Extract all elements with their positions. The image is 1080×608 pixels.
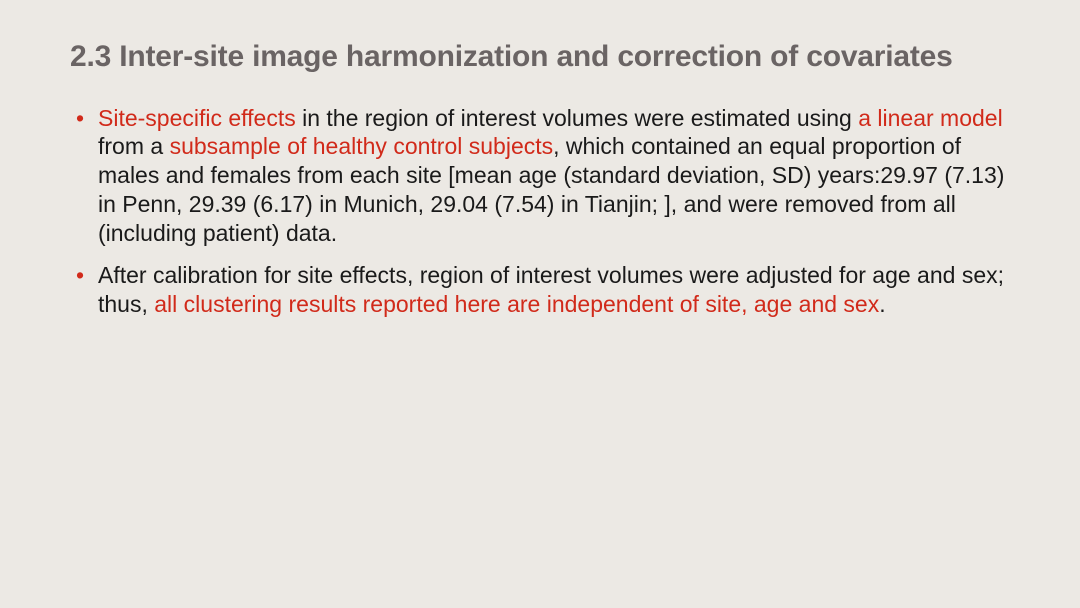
slide: 2.3 Inter-site image harmonization and c… (0, 0, 1080, 608)
body-text: in the region of interest volumes were e… (296, 105, 859, 131)
highlight-text: all clustering results reported here are… (154, 291, 879, 317)
highlight-text: subsample of healthy control subjects (170, 133, 554, 159)
highlight-text: a linear model (858, 105, 1002, 131)
highlight-text: Site-specific effects (98, 105, 296, 131)
slide-title: 2.3 Inter-site image harmonization and c… (70, 38, 1010, 76)
body-text: from a (98, 133, 170, 159)
bullet-list: Site-specific effects in the region of i… (70, 104, 1010, 319)
bullet-item: Site-specific effects in the region of i… (70, 104, 1010, 248)
bullet-item: After calibration for site effects, regi… (70, 261, 1010, 319)
body-text: . (879, 291, 885, 317)
